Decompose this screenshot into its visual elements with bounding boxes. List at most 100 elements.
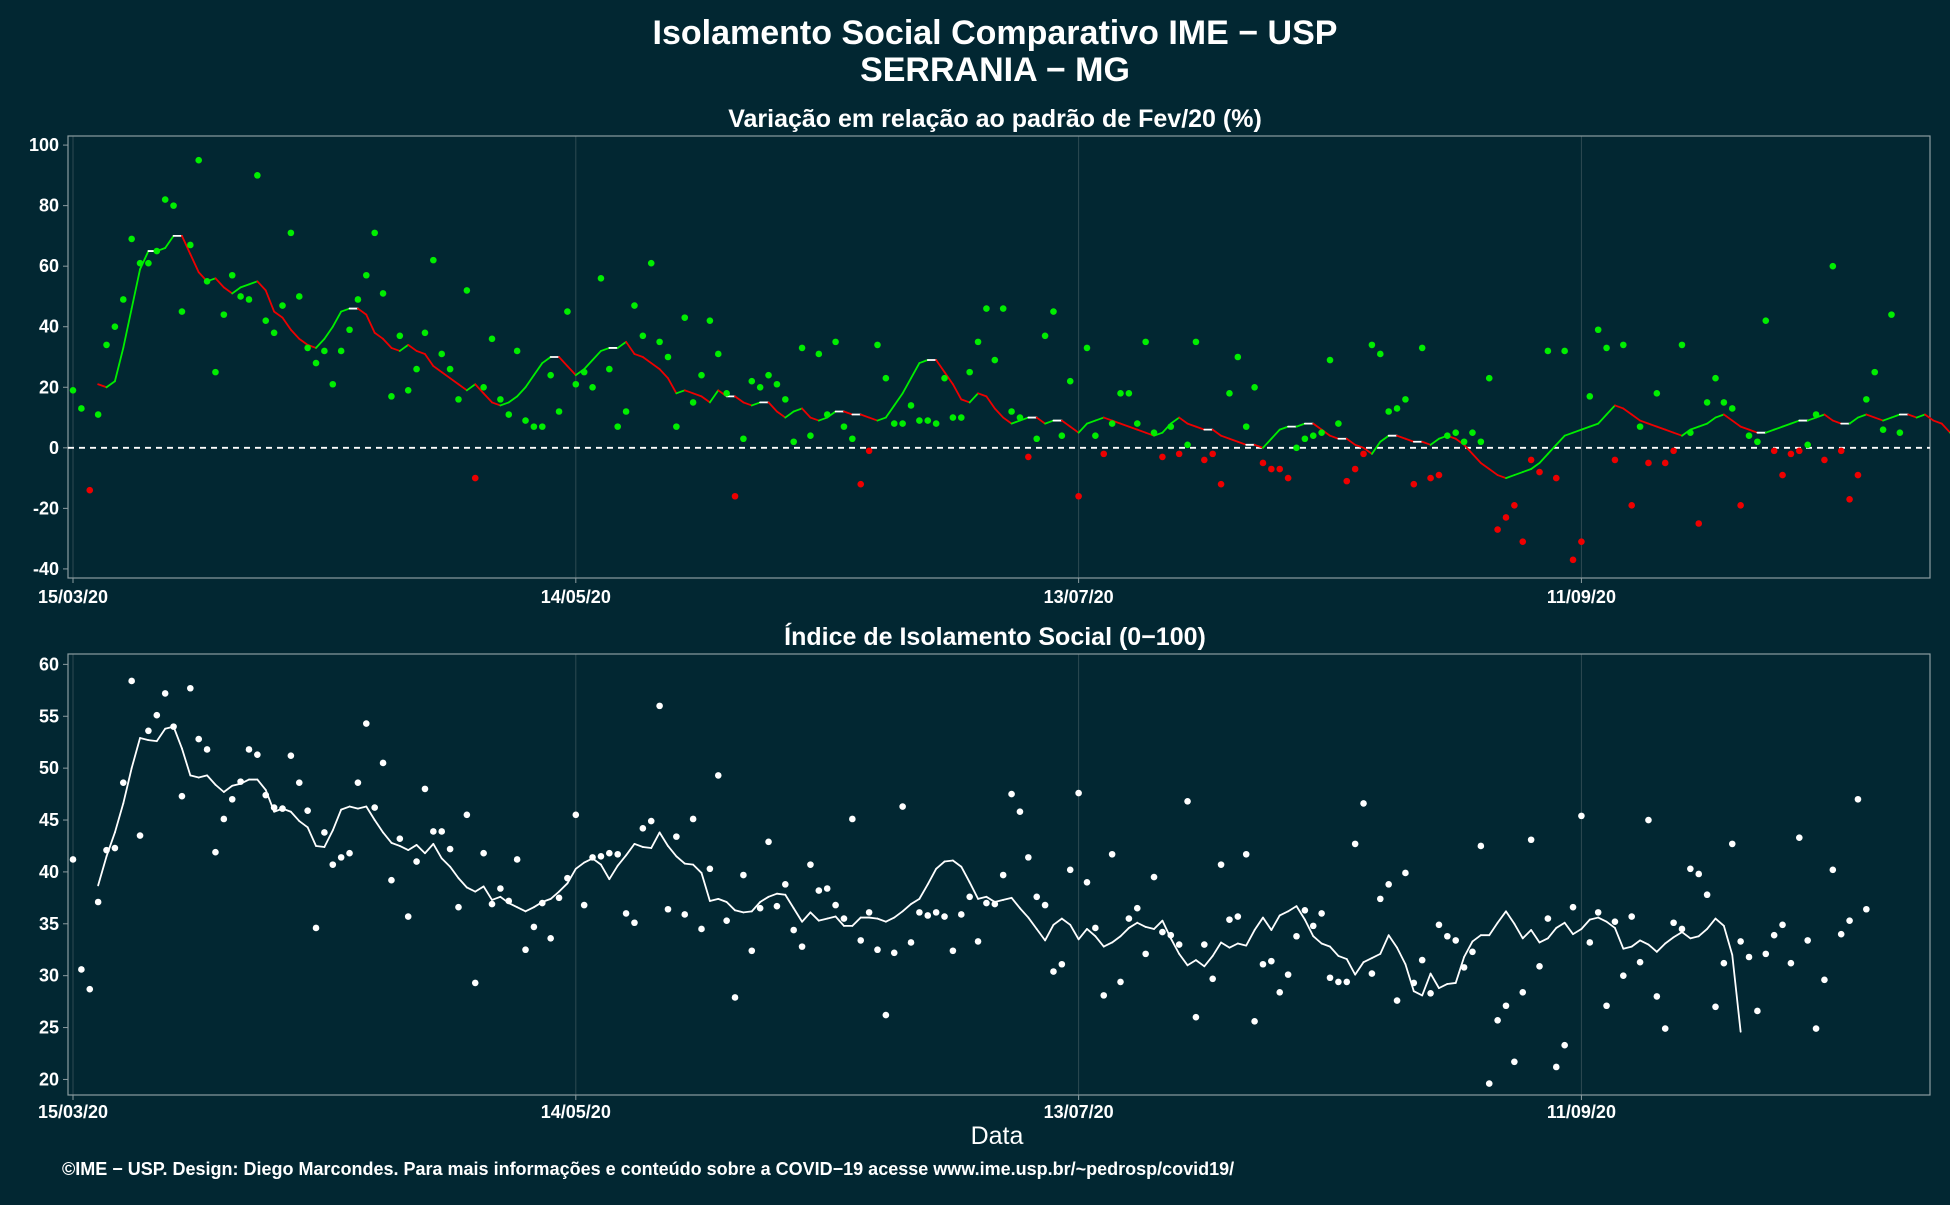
rolling-mean-segment xyxy=(1312,935,1323,945)
data-point xyxy=(1251,1018,1258,1025)
rolling-mean-segment xyxy=(1094,935,1105,948)
rolling-mean-segment xyxy=(248,280,259,286)
rolling-mean-segment xyxy=(851,916,862,927)
rolling-mean-segment xyxy=(1546,927,1558,940)
rolling-mean-segment xyxy=(742,401,753,407)
data-point xyxy=(78,966,85,973)
data-point xyxy=(564,874,571,882)
data-point xyxy=(1502,1002,1510,1010)
rolling-mean-segment xyxy=(708,389,720,404)
data-point xyxy=(974,338,982,346)
rolling-mean-segment xyxy=(633,842,644,848)
rolling-mean-segment xyxy=(1496,910,1507,924)
data-point xyxy=(497,396,504,403)
data-point xyxy=(1863,396,1870,403)
data-point xyxy=(346,326,353,334)
rolling-mean-segment xyxy=(1253,916,1264,931)
rolling-mean-segment xyxy=(348,805,359,810)
rolling-mean-segment xyxy=(1664,936,1675,945)
rolling-mean-segment xyxy=(1136,428,1147,434)
data-point xyxy=(212,368,219,376)
data-point xyxy=(220,311,228,318)
data-point xyxy=(1444,932,1451,940)
data-point xyxy=(949,414,957,421)
rolling-mean-segment xyxy=(1488,921,1499,937)
data-point xyxy=(1469,948,1476,956)
data-point xyxy=(111,323,119,331)
rolling-mean-segment xyxy=(239,283,250,289)
data-point xyxy=(899,803,906,810)
data-point xyxy=(1368,970,1376,977)
x-tick-label: 15/03/20 xyxy=(38,587,108,607)
data-point xyxy=(1519,988,1527,996)
data-point xyxy=(639,332,647,340)
rolling-mean-segment xyxy=(801,407,812,419)
footer-credit: ©IME − USP. Design: Diego Marcondes. Par… xyxy=(62,1159,1234,1179)
rolling-mean-segment xyxy=(1245,929,1256,947)
data-point xyxy=(1653,390,1661,397)
data-point xyxy=(237,778,244,785)
rolling-mean-segment xyxy=(1010,896,1021,910)
rolling-mean-segment xyxy=(331,310,343,328)
data-point xyxy=(128,677,135,685)
data-point xyxy=(1259,459,1267,467)
data-point xyxy=(882,1011,890,1019)
data-point xyxy=(170,202,177,209)
rolling-mean-segment xyxy=(884,404,896,419)
data-point xyxy=(1268,465,1275,473)
data-point xyxy=(136,832,144,839)
rolling-mean-segment xyxy=(725,901,736,912)
rolling-mean-segment xyxy=(1513,922,1524,940)
data-point xyxy=(1578,812,1585,820)
data-point xyxy=(522,417,529,424)
rolling-mean-segment xyxy=(1429,437,1440,446)
data-point xyxy=(1854,795,1862,803)
data-point xyxy=(354,296,362,303)
y-tick-label: 30 xyxy=(39,966,59,986)
data-point xyxy=(1242,423,1250,430)
rolling-mean-segment xyxy=(717,897,728,903)
data-point xyxy=(1762,950,1770,958)
data-point xyxy=(664,353,672,361)
data-point xyxy=(1670,447,1677,455)
data-point xyxy=(363,720,370,727)
rolling-mean-segment xyxy=(474,383,485,395)
rolling-mean-segment xyxy=(1211,941,1222,957)
rolling-mean-segment xyxy=(1312,422,1323,431)
data-point xyxy=(1226,916,1233,923)
data-point xyxy=(555,408,563,415)
data-point xyxy=(1586,393,1594,400)
data-point xyxy=(538,423,546,430)
data-point xyxy=(103,341,110,349)
data-point xyxy=(1016,414,1024,421)
data-point xyxy=(815,350,823,358)
data-point xyxy=(589,854,596,861)
rolling-mean-segment xyxy=(97,855,108,887)
rolling-mean-segment xyxy=(449,377,460,386)
y-tick-label: -40 xyxy=(33,559,59,579)
data-point xyxy=(714,350,722,358)
rolling-mean-segment xyxy=(683,389,695,395)
rolling-mean-segment xyxy=(273,310,284,319)
data-point xyxy=(1812,411,1820,418)
rolling-mean-segment xyxy=(1371,952,1382,959)
data-point xyxy=(790,438,797,446)
data-point xyxy=(270,329,278,337)
rolling-mean-segment xyxy=(114,347,125,383)
rolling-mean-segment xyxy=(784,410,795,419)
data-point xyxy=(228,795,236,803)
rolling-mean-segment xyxy=(331,808,343,832)
rolling-mean-segment xyxy=(692,863,703,874)
rolling-mean-segment xyxy=(1647,422,1658,428)
data-point xyxy=(1142,950,1149,958)
data-point xyxy=(924,417,932,424)
data-point xyxy=(1678,925,1686,933)
data-point xyxy=(748,947,756,955)
rolling-mean-segment xyxy=(424,353,435,367)
rolling-mean-segment xyxy=(1555,434,1566,446)
rolling-mean-segment xyxy=(541,356,552,364)
rolling-mean-segment xyxy=(1882,416,1893,422)
rolling-mean-segment xyxy=(625,842,636,857)
rolling-mean-segment xyxy=(1144,926,1155,930)
rolling-mean-segment xyxy=(633,353,644,358)
